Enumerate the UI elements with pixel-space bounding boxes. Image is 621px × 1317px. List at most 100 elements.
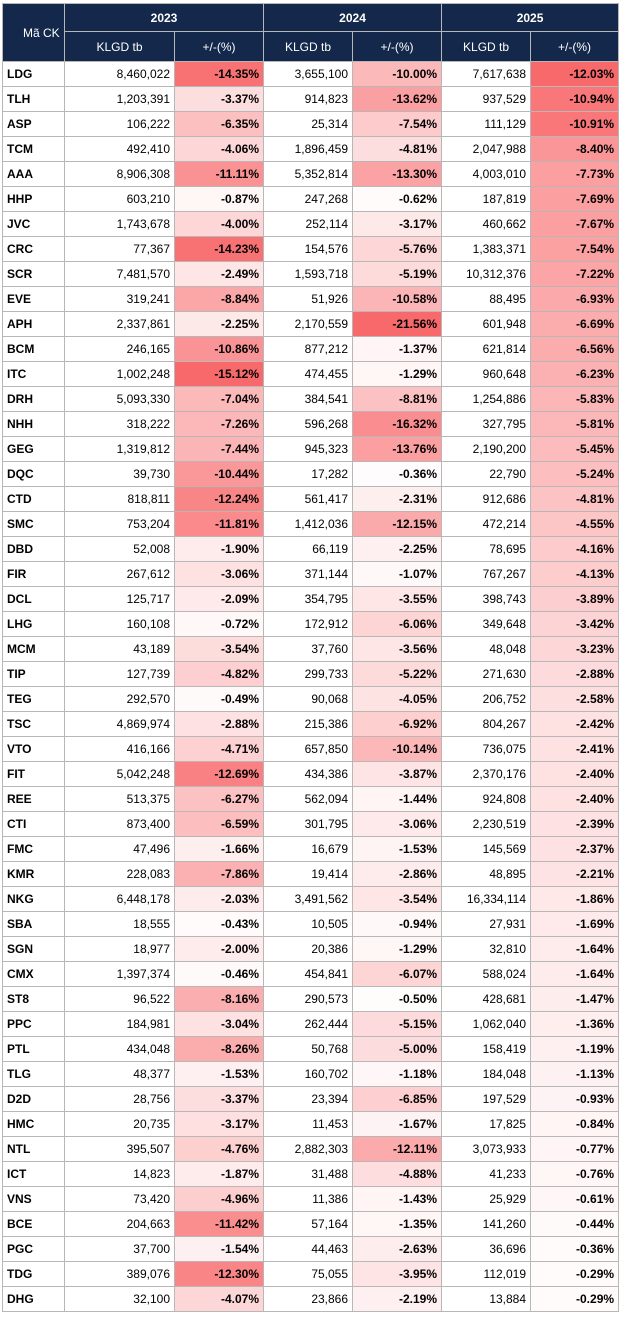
change-2025-cell: -2.58% bbox=[530, 686, 620, 712]
change-2025-cell: -0.76% bbox=[530, 1161, 620, 1187]
change-2024-cell: -6.07% bbox=[352, 961, 443, 987]
change-2024-cell: -13.62% bbox=[352, 86, 443, 112]
change-2024-cell: -5.15% bbox=[352, 1011, 443, 1037]
table-row: BCM 246,165 -10.86% 877,212 -1.37% 621,814 -6.… bbox=[2, 336, 620, 362]
volume-2023-cell: 106,222 bbox=[64, 111, 175, 137]
change-2023-cell: -3.17% bbox=[173, 1111, 265, 1137]
ticker-column-header: Mã CK bbox=[2, 3, 65, 62]
ticker-cell: GEG bbox=[2, 436, 65, 462]
change-2025-cell: -7.73% bbox=[530, 161, 620, 187]
volume-2023-cell: 73,420 bbox=[64, 1186, 175, 1212]
volume-2023-cell: 43,189 bbox=[64, 636, 175, 662]
change-2025-cell: -3.42% bbox=[530, 611, 620, 637]
volume-2025-cell: 588,024 bbox=[441, 961, 532, 987]
year-header-2025: 2025 bbox=[441, 3, 620, 32]
table-row: LHG 160,108 -0.72% 172,912 -6.06% 349,648 -3.4… bbox=[2, 611, 620, 637]
ticker-cell: BCE bbox=[2, 1211, 65, 1237]
volume-2025-cell: 111,129 bbox=[441, 111, 532, 137]
ticker-cell: REE bbox=[2, 786, 65, 812]
volume-2025-cell: 141,260 bbox=[441, 1211, 532, 1237]
change-2025-cell: -0.84% bbox=[530, 1111, 620, 1137]
volume-change-table: Mã CK 2023 2024 2025 KLGD tb +/-(%) KLGD… bbox=[2, 3, 620, 1312]
change-2025-cell: -5.24% bbox=[530, 461, 620, 487]
change-2024-cell: -8.81% bbox=[352, 386, 443, 412]
ticker-cell: ITC bbox=[2, 361, 65, 387]
ticker-cell: DBD bbox=[2, 536, 65, 562]
volume-2025-cell: 158,419 bbox=[441, 1036, 532, 1062]
volume-2025-cell: 4,003,010 bbox=[441, 161, 532, 187]
change-2024-cell: -10.58% bbox=[352, 286, 443, 312]
volume-2023-cell: 4,869,974 bbox=[64, 711, 175, 737]
change-2023-cell: -4.96% bbox=[173, 1186, 265, 1212]
change-2023-cell: -6.27% bbox=[173, 786, 265, 812]
change-2024-cell: -1.29% bbox=[352, 361, 443, 387]
ticker-cell: TLG bbox=[2, 1061, 65, 1087]
ticker-cell: VTO bbox=[2, 736, 65, 762]
ticker-cell: ICT bbox=[2, 1161, 65, 1187]
ticker-cell: DCL bbox=[2, 586, 65, 612]
volume-2023-cell: 1,743,678 bbox=[64, 211, 175, 237]
volume-2023-cell: 603,210 bbox=[64, 186, 175, 212]
volume-2025-cell: 327,795 bbox=[441, 411, 532, 437]
ticker-cell: DQC bbox=[2, 461, 65, 487]
change-2023-cell: -1.54% bbox=[173, 1236, 265, 1262]
change-2025-cell: -7.69% bbox=[530, 186, 620, 212]
table-row: AAA 8,906,308 -11.11% 5,352,814 -13.30% 4,003… bbox=[2, 161, 620, 187]
volume-2025-cell: 145,569 bbox=[441, 836, 532, 862]
ticker-cell: KMR bbox=[2, 861, 65, 887]
volume-2025-cell: 601,948 bbox=[441, 311, 532, 337]
change-2023-cell: -3.37% bbox=[173, 86, 265, 112]
volume-2023-cell: 318,222 bbox=[64, 411, 175, 437]
table-body: LDG 8,460,022 -14.35% 3,655,100 -10.00% 7,617… bbox=[2, 61, 620, 1312]
ticker-cell: CTI bbox=[2, 811, 65, 837]
change-2023-cell: -7.26% bbox=[173, 411, 265, 437]
change-2025-cell: -4.16% bbox=[530, 536, 620, 562]
table-row: PGC 37,700 -1.54% 44,463 -2.63% 36,696 -0.36% bbox=[2, 1236, 620, 1262]
volume-2024-cell: 561,417 bbox=[263, 486, 354, 512]
change-2023-cell: -8.16% bbox=[173, 986, 265, 1012]
table-row: TIP 127,739 -4.82% 299,733 -5.22% 271,630 -2.8… bbox=[2, 661, 620, 687]
volume-2023-cell: 6,448,178 bbox=[64, 886, 175, 912]
change-2023-cell: -0.72% bbox=[173, 611, 265, 637]
change-2024-cell: -5.76% bbox=[352, 236, 443, 262]
change-2023-cell: -4.71% bbox=[173, 736, 265, 762]
ticker-cell: BCM bbox=[2, 336, 65, 362]
change-2025-cell: -1.36% bbox=[530, 1011, 620, 1037]
volume-2023-cell: 753,204 bbox=[64, 511, 175, 537]
table-row: ST8 96,522 -8.16% 290,573 -0.50% 428,681 -1.47… bbox=[2, 986, 620, 1012]
volume-2024-cell: 301,795 bbox=[263, 811, 354, 837]
table-row: NKG 6,448,178 -2.03% 3,491,562 -3.54% 16,334,… bbox=[2, 886, 620, 912]
change-2024-cell: -1.37% bbox=[352, 336, 443, 362]
change-2024-cell: -0.50% bbox=[352, 986, 443, 1012]
change-2024-cell: -0.94% bbox=[352, 911, 443, 937]
table-row: DHG 32,100 -4.07% 23,866 -2.19% 13,884 -0.29% bbox=[2, 1286, 620, 1312]
change-2024-cell: -1.53% bbox=[352, 836, 443, 862]
ticker-cell: TDG bbox=[2, 1261, 65, 1287]
table-row: PPC 184,981 -3.04% 262,444 -5.15% 1,062,040 -1… bbox=[2, 1011, 620, 1037]
ticker-cell: PGC bbox=[2, 1236, 65, 1262]
change-2023-cell: -3.04% bbox=[173, 1011, 265, 1037]
ticker-cell: PPC bbox=[2, 1011, 65, 1037]
volume-2023-cell: 8,460,022 bbox=[64, 61, 175, 87]
volume-2024-cell: 474,455 bbox=[263, 361, 354, 387]
volume-2023-cell: 39,730 bbox=[64, 461, 175, 487]
change-2024-cell: -10.00% bbox=[352, 61, 443, 87]
volume-2025-cell: 472,214 bbox=[441, 511, 532, 537]
change-2023-cell: -12.24% bbox=[173, 486, 265, 512]
change-2025-cell: -1.47% bbox=[530, 986, 620, 1012]
change-2024-cell: -3.87% bbox=[352, 761, 443, 787]
volume-2024-cell: 17,282 bbox=[263, 461, 354, 487]
ticker-cell: JVC bbox=[2, 211, 65, 237]
volume-2025-cell: 2,230,519 bbox=[441, 811, 532, 837]
volume-2024-cell: 154,576 bbox=[263, 236, 354, 262]
change-2025-cell: -2.40% bbox=[530, 761, 620, 787]
ticker-cell: SMC bbox=[2, 511, 65, 537]
change-2023-cell: -7.44% bbox=[173, 436, 265, 462]
volume-header-2024: KLGD tb bbox=[263, 31, 354, 62]
change-2023-cell: -15.12% bbox=[173, 361, 265, 387]
volume-2023-cell: 28,756 bbox=[64, 1086, 175, 1112]
table-row: NHH 318,222 -7.26% 596,268 -16.32% 327,795 -5.… bbox=[2, 411, 620, 437]
change-2024-cell: -7.54% bbox=[352, 111, 443, 137]
change-2025-cell: -4.81% bbox=[530, 486, 620, 512]
table-row: CTI 873,400 -6.59% 301,795 -3.06% 2,230,519 -2… bbox=[2, 811, 620, 837]
